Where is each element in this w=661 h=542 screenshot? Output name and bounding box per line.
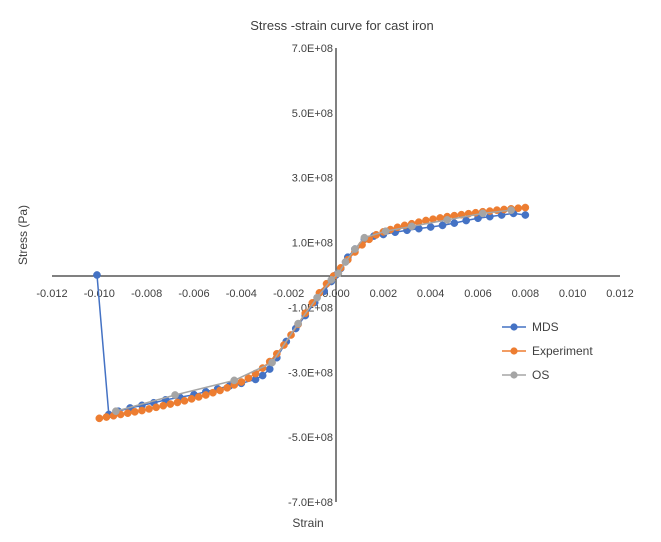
data-point-mds (450, 219, 459, 227)
data-point-mds (258, 371, 267, 380)
data-point-experiment (130, 407, 139, 416)
data-point-os (341, 258, 350, 266)
data-point-experiment (159, 401, 168, 410)
y-tick-label: 7.0E+08 (292, 43, 333, 55)
legend-label-os: OS (532, 368, 549, 382)
data-point-os (171, 391, 179, 399)
legend-marker-experiment (510, 347, 518, 355)
data-point-os (327, 276, 336, 284)
chart-title: Stress -strain curve for cast iron (250, 18, 434, 33)
data-point-experiment (123, 409, 132, 417)
x-tick-label: 0.000 (322, 288, 350, 300)
series-os (112, 206, 515, 416)
data-point-experiment (187, 395, 196, 403)
y-axis-title: Stress (Pa) (16, 205, 30, 265)
data-point-experiment (216, 386, 224, 395)
y-tick-labels: 7.0E+085.0E+083.0E+081.0E+08-1.0E+08-3.0… (288, 43, 333, 509)
data-point-experiment (514, 204, 523, 213)
data-point-mds (521, 211, 530, 219)
data-point-os (407, 222, 416, 231)
data-point-os (294, 319, 302, 328)
data-point-os (360, 233, 369, 242)
x-tick-labels: -0.012 -0.010 -0.008 -0.006 -0.004 -0.002 0.00… (36, 288, 633, 300)
data-point-mds (462, 216, 471, 225)
data-point-os (443, 216, 452, 224)
data-point-mds (93, 271, 101, 279)
data-point-os (351, 245, 359, 253)
data-point-os (313, 293, 321, 302)
y-tick-label: 5.0E+08 (292, 108, 333, 120)
legend-label-mds: MDS (532, 320, 559, 334)
data-point-experiment (166, 400, 175, 408)
data-point-experiment (223, 384, 231, 392)
legend-marker-mds (510, 323, 518, 331)
data-point-experiment (521, 203, 530, 212)
x-tick-label: 0.004 (417, 288, 445, 300)
x-tick-label: 0.008 (512, 288, 540, 300)
legend: MDS Experiment OS (502, 320, 593, 382)
x-tick-label: -0.006 (178, 288, 209, 300)
data-point-experiment (194, 393, 203, 401)
data-point-experiment (152, 403, 160, 412)
y-tick-label: -3.0E+08 (288, 367, 333, 379)
legend-label-experiment: Experiment (532, 344, 593, 358)
x-tick-label: -0.002 (273, 288, 304, 300)
x-tick-label: -0.004 (226, 288, 257, 300)
data-point-experiment (173, 398, 182, 407)
data-point-experiment (145, 405, 153, 413)
data-point-experiment (485, 207, 494, 215)
data-point-os (230, 376, 239, 385)
x-tick-label: 0.002 (370, 288, 398, 300)
x-axis-title: Strain (292, 516, 323, 530)
data-point-os (478, 209, 487, 218)
data-point-experiment (201, 391, 210, 399)
data-point-mds (265, 365, 274, 373)
y-tick-label: 1.0E+08 (292, 238, 333, 250)
y-tick-label: -7.0E+08 (288, 497, 333, 509)
data-point-experiment (500, 205, 508, 214)
data-point-os (381, 227, 390, 236)
data-point-os (334, 269, 343, 278)
series-layer (93, 203, 530, 423)
x-tick-label: 0.006 (464, 288, 492, 300)
y-tick-label: -5.0E+08 (288, 432, 333, 444)
data-point-experiment (102, 413, 111, 421)
data-point-os (268, 358, 276, 367)
x-tick-label: 0.010 (559, 288, 587, 300)
data-point-experiment (180, 396, 189, 405)
x-tick-label: -0.008 (131, 288, 162, 300)
data-point-os (112, 407, 120, 416)
x-tick-label: 0.012 (606, 288, 634, 300)
data-point-mds (426, 223, 435, 231)
data-point-mds (438, 221, 447, 230)
legend-marker-os (510, 371, 518, 379)
series-line-os (115, 209, 512, 412)
data-point-experiment (358, 240, 366, 249)
x-tick-label: -0.012 (36, 288, 67, 300)
data-point-experiment (209, 388, 217, 397)
data-point-os (507, 206, 515, 214)
data-point-experiment (237, 378, 246, 386)
data-point-experiment (138, 406, 146, 415)
y-tick-label: 3.0E+08 (292, 173, 333, 185)
data-point-experiment (95, 414, 104, 423)
